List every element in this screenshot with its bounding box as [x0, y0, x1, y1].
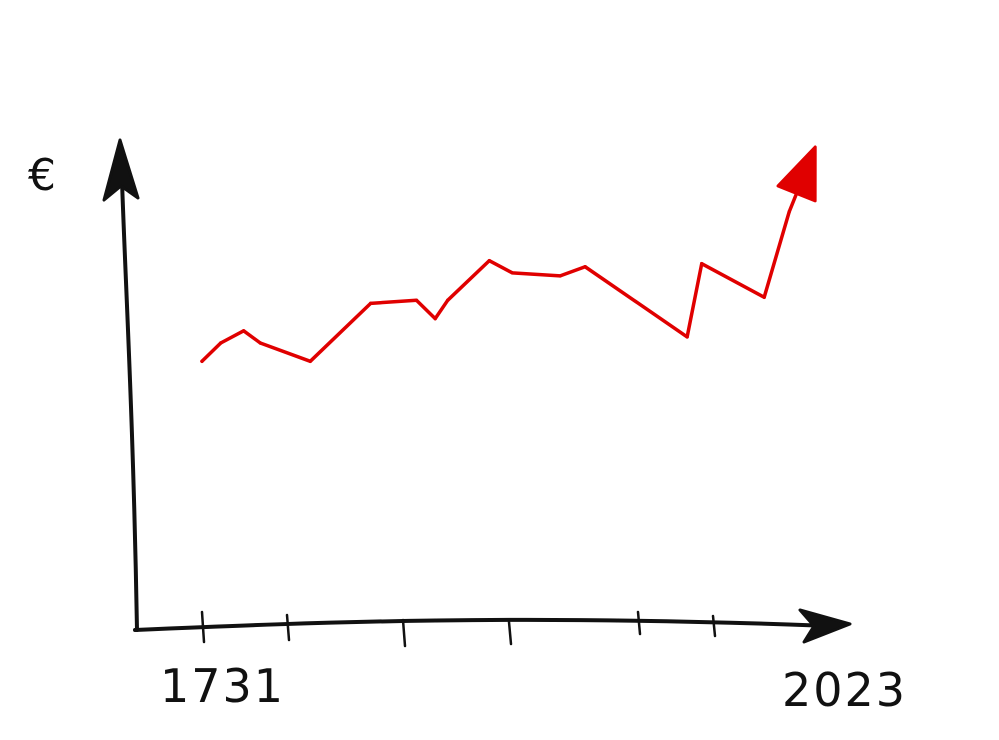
x-tick [401, 618, 407, 648]
series-line [200, 158, 812, 364]
y-axis-label: € [28, 150, 56, 201]
x-start-label: 1731 [160, 659, 285, 713]
series-arrowhead [776, 145, 817, 203]
y-axis-arrowhead [102, 138, 140, 202]
x-tick [636, 610, 642, 636]
x-tick [507, 620, 513, 646]
data-point [200, 359, 204, 363]
data-point [241, 329, 246, 333]
data-point [487, 258, 492, 263]
data-point [808, 158, 812, 162]
series-layer [200, 145, 817, 364]
x-axis-arrowhead [798, 608, 852, 644]
x-tick [711, 614, 717, 638]
data-point [558, 274, 562, 278]
data-point [685, 335, 689, 339]
data-point [787, 210, 791, 214]
x-axis-ticks [200, 610, 717, 648]
x-tick [285, 613, 291, 642]
data-point [258, 341, 263, 345]
y-axis [119, 148, 139, 632]
data-point [433, 316, 437, 321]
x-end-label: 2023 [782, 663, 907, 717]
x-axis [133, 617, 832, 632]
data-point [368, 301, 373, 306]
data-point [445, 298, 450, 302]
data-point [308, 359, 312, 363]
data-point [583, 265, 587, 269]
data-point [762, 295, 766, 299]
data-point [219, 341, 223, 345]
x-tick [200, 610, 206, 644]
data-point [700, 262, 704, 266]
data-point [414, 298, 419, 302]
data-point [510, 271, 514, 275]
